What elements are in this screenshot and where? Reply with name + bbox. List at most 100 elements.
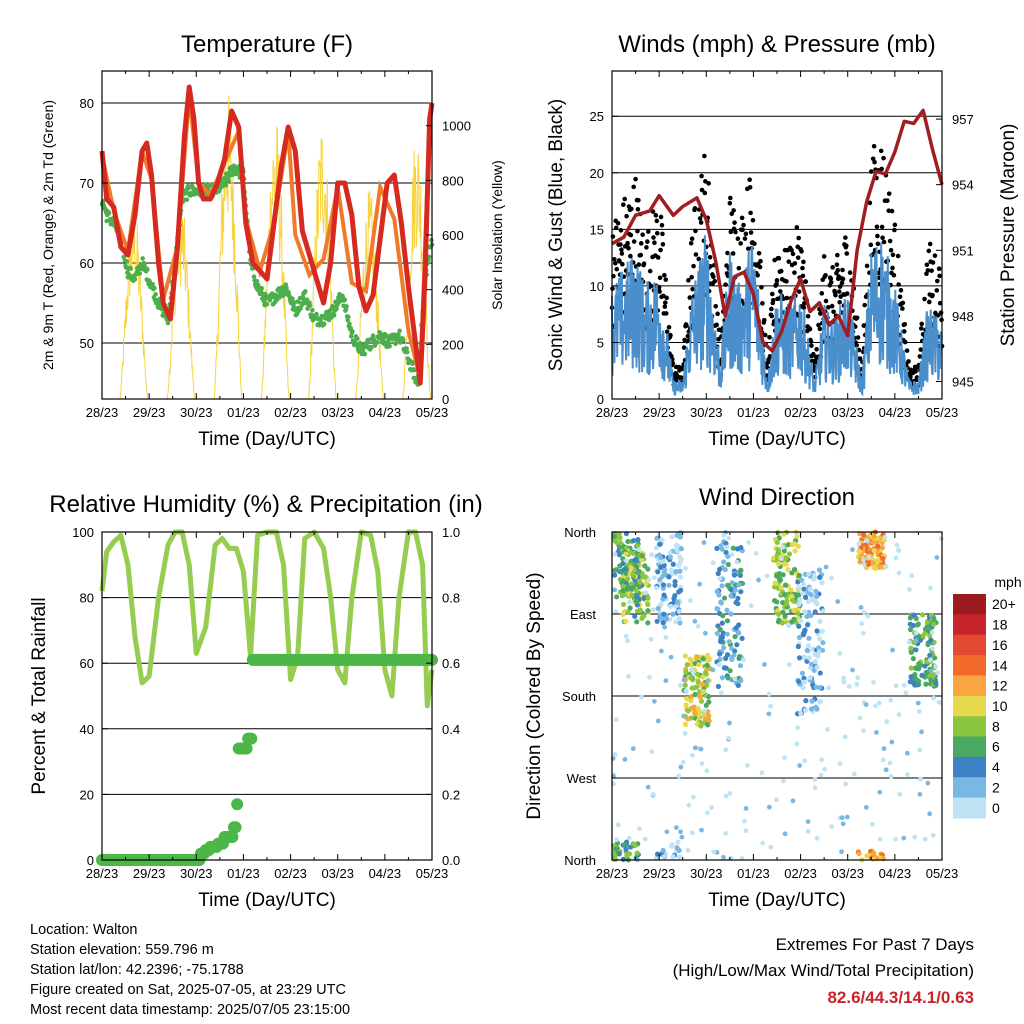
y-right-tick-label: 945 xyxy=(952,375,974,390)
dewpoint-point xyxy=(124,259,130,264)
direction-point xyxy=(660,558,666,564)
direction-point xyxy=(731,572,738,578)
gust-point xyxy=(886,191,892,196)
gust-point xyxy=(800,265,805,271)
direction-point xyxy=(908,645,914,651)
gust-point xyxy=(879,166,884,172)
gust-point xyxy=(621,202,626,207)
dewpoint-point xyxy=(137,271,143,276)
direction-point xyxy=(738,567,744,574)
gust-point xyxy=(624,213,629,219)
y-right-tick-label: 948 xyxy=(952,309,974,324)
x-tick-label: 30/23 xyxy=(180,866,213,881)
direction-point xyxy=(630,746,636,752)
gust-point xyxy=(620,261,625,267)
direction-point xyxy=(790,598,796,604)
gust-point xyxy=(748,210,753,216)
direction-point xyxy=(796,655,803,661)
direction-tick-label: North xyxy=(564,853,596,868)
gust-point xyxy=(716,336,721,342)
direction-point xyxy=(705,810,710,816)
dewpoint-point xyxy=(321,321,327,327)
precip-point xyxy=(231,798,244,811)
direction-point xyxy=(859,621,865,626)
direction-point xyxy=(689,666,695,672)
gust-point xyxy=(901,329,907,334)
gust-point xyxy=(741,222,746,228)
direction-point xyxy=(718,638,724,645)
recent-timestamp-text: Most recent data timestamp: 2025/07/05 2… xyxy=(30,1002,351,1018)
direction-point xyxy=(718,690,724,696)
x-axis-label: Time (Day/UTC) xyxy=(198,429,336,450)
direction-point xyxy=(930,646,936,652)
direction-point xyxy=(781,778,786,784)
x-tick-label: 03/23 xyxy=(831,405,864,420)
direction-point xyxy=(691,685,697,691)
direction-point xyxy=(906,639,912,645)
direction-point xyxy=(730,545,736,551)
winds-left-axis-label: Sonic Wind & Gust (Blue, Black) xyxy=(546,99,567,371)
colorbar-swatch xyxy=(953,736,986,758)
direction-point xyxy=(931,695,937,701)
x-tick-label: 03/23 xyxy=(831,866,864,881)
gust-point xyxy=(758,258,763,264)
gust-point xyxy=(919,321,925,327)
direction-point xyxy=(718,543,724,549)
direction-point xyxy=(678,546,684,552)
direction-point xyxy=(887,760,893,766)
y-tick-label: 0 xyxy=(597,392,604,407)
direction-point xyxy=(820,640,826,646)
gust-point xyxy=(713,303,719,309)
dewpoint-point xyxy=(410,361,415,366)
direction-point xyxy=(808,661,814,667)
y-tick-label: 80 xyxy=(80,96,94,111)
precip-point xyxy=(226,831,239,844)
direction-point xyxy=(717,626,723,633)
direction-point xyxy=(907,587,912,592)
gust-point xyxy=(654,218,660,224)
x-axis-label: Time (Day/UTC) xyxy=(708,890,846,911)
x-tick-label: 29/23 xyxy=(643,405,676,420)
gust-point xyxy=(898,287,904,293)
direction-point xyxy=(926,626,932,632)
gust-point xyxy=(790,251,796,257)
direction-point xyxy=(813,704,819,710)
direction-point xyxy=(812,776,818,782)
dewpoint-point xyxy=(346,314,351,320)
y-right-tick-label: 0.8 xyxy=(442,591,460,606)
direction-point xyxy=(807,586,813,592)
direction-point xyxy=(928,637,934,643)
direction-point xyxy=(877,789,883,795)
gust-point xyxy=(730,251,736,256)
gust-point xyxy=(889,208,895,214)
direction-point xyxy=(725,561,731,568)
direction-point xyxy=(695,623,701,629)
gust-point xyxy=(828,280,834,285)
direction-point xyxy=(655,605,661,612)
direction-point xyxy=(893,683,899,689)
direction-point xyxy=(923,681,929,687)
gust-point xyxy=(725,250,730,256)
direction-point xyxy=(675,839,681,845)
x-tick-label: 05/23 xyxy=(416,866,449,881)
direction-point xyxy=(723,665,729,671)
gust-point xyxy=(807,326,813,332)
direction-point xyxy=(772,580,778,586)
direction-point xyxy=(692,745,698,751)
gust-point xyxy=(631,184,636,190)
direction-point xyxy=(870,560,876,566)
gust-point xyxy=(854,315,860,321)
colorbar-swatch xyxy=(953,716,986,738)
y-tick-label: 20 xyxy=(80,787,94,802)
direction-point xyxy=(788,593,795,599)
temperature-left-axis-label: 2m & 9m T (Red, Orange) & 2m Td (Green) xyxy=(40,100,56,370)
y-tick-label: 100 xyxy=(72,525,94,540)
x-tick-label: 28/23 xyxy=(596,405,629,420)
dewpoint-point xyxy=(314,311,319,317)
direction-point xyxy=(819,757,825,763)
gust-point xyxy=(619,251,625,256)
gust-point xyxy=(698,220,704,225)
direction-point xyxy=(739,635,745,641)
direction-point xyxy=(922,663,928,669)
gust-point xyxy=(801,259,806,265)
